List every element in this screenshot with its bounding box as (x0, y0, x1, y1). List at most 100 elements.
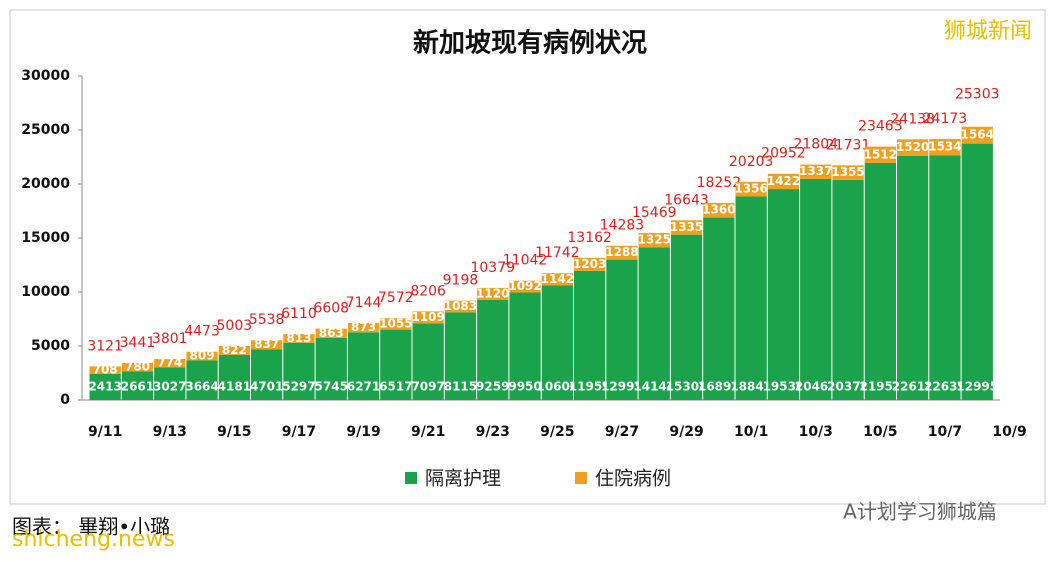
bar-segment (703, 202, 735, 218)
y-tick-label: 5000 (31, 338, 70, 354)
legend-label: 住院病例 (595, 468, 671, 490)
bar-segment (961, 126, 993, 144)
data-label: 1109 (411, 310, 444, 324)
credit: 图表： 畢翔•小璐 (12, 515, 170, 539)
data-label: 1422 (767, 174, 800, 188)
data-label: 1534 (928, 140, 961, 154)
bar-segment (670, 220, 703, 235)
total-label: 18252 (697, 175, 742, 191)
x-tick-label: 10/3 (799, 424, 833, 440)
total-label: 20203 (729, 154, 774, 170)
total-label: 3121 (87, 338, 123, 354)
bar-segment (347, 322, 380, 333)
x-tick-label: 9/11 (88, 424, 122, 440)
bar-segment (509, 292, 541, 400)
data-label: 1355 (831, 165, 864, 179)
bar-segment (444, 312, 477, 400)
bar-segment (929, 138, 961, 156)
total-label: 10379 (470, 260, 515, 276)
x-tick-label: 9/19 (346, 424, 380, 440)
x-tick-label: 10/9 (992, 424, 1026, 440)
bar-segment (186, 351, 218, 361)
bar-segment (703, 217, 735, 400)
bar-segment (897, 139, 929, 156)
total-label: 15469 (632, 205, 677, 221)
bar-segment (574, 257, 606, 271)
data-label: 7097 (411, 380, 444, 394)
x-tick-label: 10/5 (863, 424, 897, 440)
bar-segment (574, 270, 606, 400)
x-tick-label: 9/29 (669, 424, 703, 440)
data-label: 9950 (508, 380, 541, 394)
bar-segment (477, 287, 509, 301)
data-label: 20467 (795, 380, 837, 394)
x-tick-label: 9/23 (476, 424, 510, 440)
total-label: 3441 (120, 335, 156, 351)
y-tick-label: 30000 (21, 68, 70, 84)
data-label: 1092 (508, 279, 541, 293)
data-label: 1520 (896, 140, 929, 154)
y-tick-label: 10000 (21, 284, 70, 300)
bar-segment (89, 366, 121, 374)
data-label: 20376 (827, 380, 869, 394)
data-label: 863 (319, 326, 344, 340)
x-tick-label: 10/7 (928, 424, 962, 440)
x-tick-label: 9/13 (153, 424, 187, 440)
total-label: 3801 (152, 331, 188, 347)
total-label: 21731 (826, 137, 871, 153)
bar-segment (283, 334, 315, 343)
data-label: 813 (286, 331, 311, 345)
bar-segment (832, 179, 864, 400)
x-tick-label: 9/15 (217, 424, 251, 440)
bar-segment (897, 155, 929, 400)
bar-segment (444, 300, 477, 313)
data-label: 1512 (864, 147, 897, 161)
data-label: 837 (254, 337, 279, 351)
legend-swatch (405, 472, 417, 484)
data-label: 8115 (444, 380, 477, 394)
bar-segment (477, 300, 509, 400)
data-label: 19530 (763, 380, 805, 394)
data-label: 10600 (536, 380, 578, 394)
y-tick-label: 0 (60, 392, 70, 408)
x-tick-label: 9/27 (605, 424, 639, 440)
bar-segment (315, 337, 347, 400)
total-label: 21804 (793, 137, 838, 153)
data-label: 1325 (638, 233, 671, 247)
total-label: 16643 (664, 192, 709, 208)
bar-segment (961, 143, 993, 400)
bar-segment (606, 259, 638, 400)
bar-segment (218, 345, 250, 355)
data-label: 1055 (379, 316, 412, 330)
bar-segment (218, 354, 250, 400)
data-label: 21951 (859, 380, 901, 394)
data-label: 2413 (88, 380, 121, 394)
bar-segment (380, 318, 412, 330)
data-label: 22639 (924, 380, 966, 394)
total-label: 5003 (217, 318, 253, 334)
bar-segment (541, 273, 573, 286)
account: A计划学习狮城篇 (843, 500, 997, 524)
y-tick-label: 20000 (21, 176, 70, 192)
data-label: 1120 (476, 286, 509, 300)
bar-segment (832, 165, 864, 180)
bar-segment (929, 155, 961, 400)
bar-segment (380, 329, 412, 400)
data-label: 780 (125, 360, 150, 374)
data-label: 14144 (633, 380, 675, 394)
site: shicheng.news (12, 527, 175, 552)
x-tick-label: 9/17 (282, 424, 316, 440)
data-label: 5297 (282, 380, 315, 394)
data-label: 16892 (698, 380, 740, 394)
legend-label: 隔离护理 (425, 468, 501, 490)
bar-segment (800, 178, 832, 400)
data-label: 18847 (730, 380, 772, 394)
bar-segment (347, 332, 380, 400)
bar-segment (864, 146, 896, 163)
y-tick-label: 25000 (21, 122, 70, 138)
total-label: 14283 (600, 218, 645, 234)
total-label: 7572 (378, 290, 414, 306)
bar-segment (412, 311, 444, 324)
chart-title: 新加坡现有病例状况 (413, 28, 647, 59)
